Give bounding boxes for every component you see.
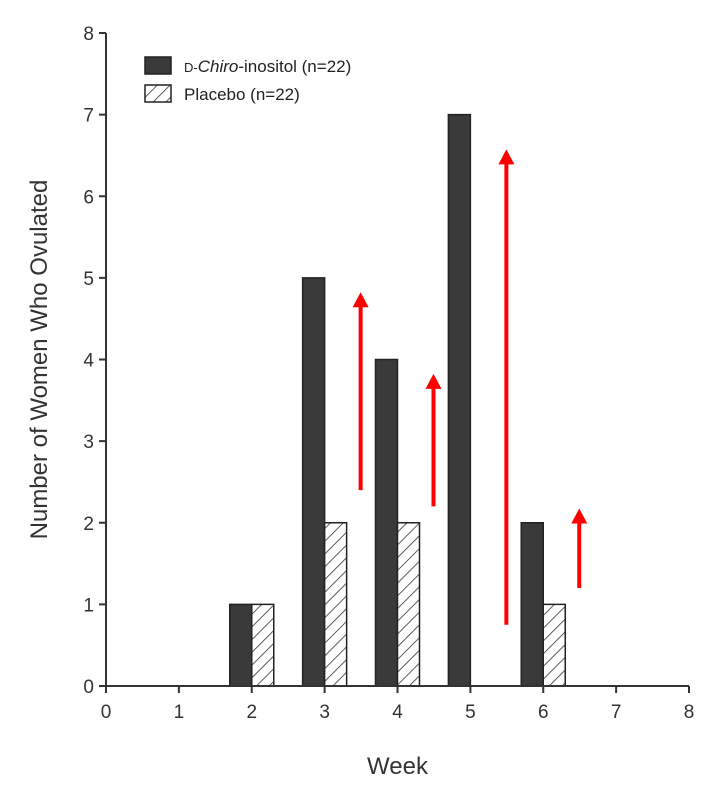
arrow-head <box>571 508 588 524</box>
bar-placebo-week-2 <box>251 603 275 687</box>
y-tick-label: 1 <box>83 595 94 616</box>
bar-chiro-inositol-week-2 <box>229 603 253 687</box>
bars-layer <box>229 113 566 687</box>
x-axis-ticks: 0 1 2 3 4 5 6 7 8 <box>101 686 695 723</box>
x-tick-label: 2 <box>246 702 257 723</box>
arrow-head <box>352 292 369 308</box>
legend-entry-placebo: Placebo (n=22) <box>144 84 300 104</box>
bar-placebo-week-4 <box>396 522 421 687</box>
y-tick-label: 2 <box>83 514 94 535</box>
legend: D-Chiro-inositol (n=22) Placebo (n=22) <box>144 56 351 104</box>
bar-placebo-week-3 <box>323 522 348 687</box>
x-tick-label: 5 <box>465 702 476 723</box>
red-arrow-week-6 <box>571 508 588 589</box>
arrow-head <box>425 373 442 389</box>
legend-entry-chiro-inositol: D-Chiro-inositol (n=22) <box>144 56 351 76</box>
red-arrow-week-5 <box>498 149 515 625</box>
x-tick-label: 1 <box>174 702 185 723</box>
legend-swatch-placebo <box>144 84 172 103</box>
legend-swatch-chiro-inositol <box>144 56 172 75</box>
annotation-arrows-layer <box>352 149 588 625</box>
y-axis-title: Number of Women Who Ovulated <box>26 180 53 540</box>
x-tick-label: 3 <box>319 702 330 723</box>
bar-placebo-week-6 <box>542 603 566 687</box>
red-arrow-week-3 <box>352 292 369 491</box>
legend-prefix: D- <box>184 60 198 75</box>
red-arrow-week-4 <box>425 373 442 507</box>
x-tick-label: 6 <box>538 702 549 723</box>
bar-chiro-inositol-week-3 <box>301 277 326 687</box>
y-tick-label: 6 <box>83 187 94 208</box>
legend-label-chiro-inositol: D-Chiro-inositol (n=22) <box>184 57 351 76</box>
x-tick-label: 4 <box>392 702 403 723</box>
x-tick-label: 7 <box>611 702 622 723</box>
bar-chiro-inositol-week-6 <box>520 522 544 687</box>
x-tick-label: 0 <box>101 702 112 723</box>
bar-chiro-inositol-week-4 <box>374 358 399 687</box>
legend-suffix: -inositol (n=22) <box>238 57 351 76</box>
x-tick-label: 8 <box>684 702 695 723</box>
y-tick-label: 3 <box>83 432 94 453</box>
bar-chiro-inositol-week-5 <box>447 113 472 687</box>
y-tick-label: 4 <box>83 351 94 372</box>
y-tick-label: 5 <box>83 269 94 290</box>
y-axis-ticks: 0 1 2 3 4 5 6 7 8 <box>83 24 106 698</box>
legend-italic: Chiro <box>198 57 239 76</box>
y-tick-label: 0 <box>83 677 94 698</box>
arrow-head <box>498 149 515 165</box>
y-tick-label: 8 <box>83 24 94 45</box>
legend-label-placebo: Placebo (n=22) <box>184 85 300 104</box>
x-axis-title: Week <box>367 753 429 780</box>
y-tick-label: 7 <box>83 106 94 127</box>
